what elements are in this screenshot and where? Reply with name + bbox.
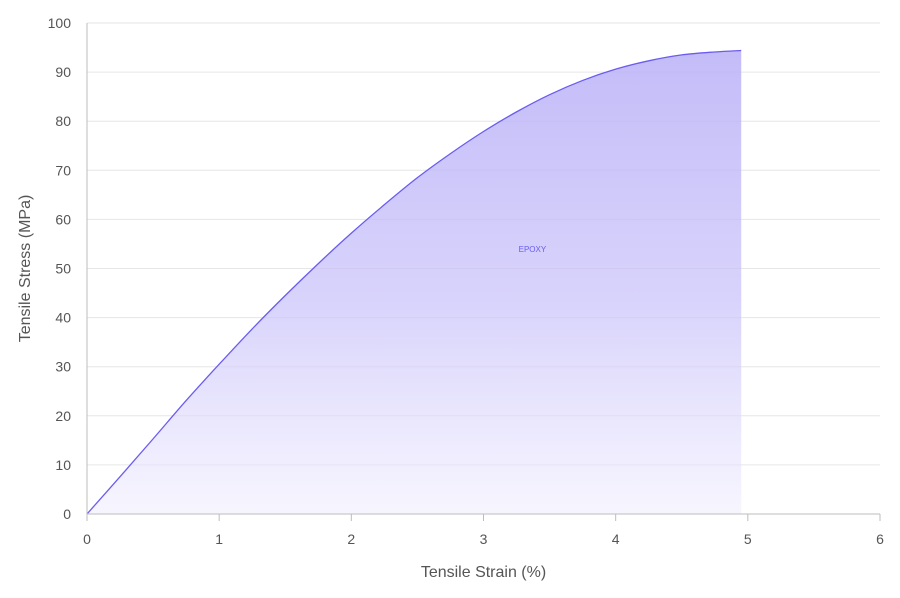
series-line-epoxy: [86, 49, 742, 515]
y-tick-label: 90: [55, 64, 71, 80]
x-tick-label: 2: [347, 531, 355, 547]
axes: [86, 23, 881, 521]
x-tick-label: 0: [83, 531, 91, 547]
y-axis-title: Tensile Stress (MPa): [17, 195, 34, 343]
x-tick-label: 3: [480, 531, 488, 547]
y-tick-label: 60: [55, 211, 71, 227]
y-tick-label: 10: [55, 457, 71, 473]
y-tick-label: 30: [55, 359, 71, 375]
y-tick-label: 70: [55, 162, 71, 178]
y-tick-label: 40: [55, 310, 71, 326]
y-tick-label: 80: [55, 113, 71, 129]
x-tick-label: 4: [612, 531, 620, 547]
y-tick-labels: 0 10 20 30 40 50 60 70 80 90 100: [48, 15, 72, 522]
x-tick-label: 6: [876, 531, 884, 547]
y-tick-label: 100: [48, 15, 72, 31]
y-tick-label: 20: [55, 408, 71, 424]
series-label-epoxy: EPOXY: [519, 245, 547, 254]
x-tick-label: 1: [215, 531, 223, 547]
series-area-epoxy: [87, 50, 742, 514]
x-axis-title: Tensile Strain (%): [421, 564, 546, 581]
y-tick-label: 50: [55, 261, 71, 277]
y-tick-label: 0: [63, 506, 71, 522]
x-tick-labels: 0 1 2 3 4 5 6: [83, 531, 884, 547]
x-tick-label: 5: [744, 531, 752, 547]
